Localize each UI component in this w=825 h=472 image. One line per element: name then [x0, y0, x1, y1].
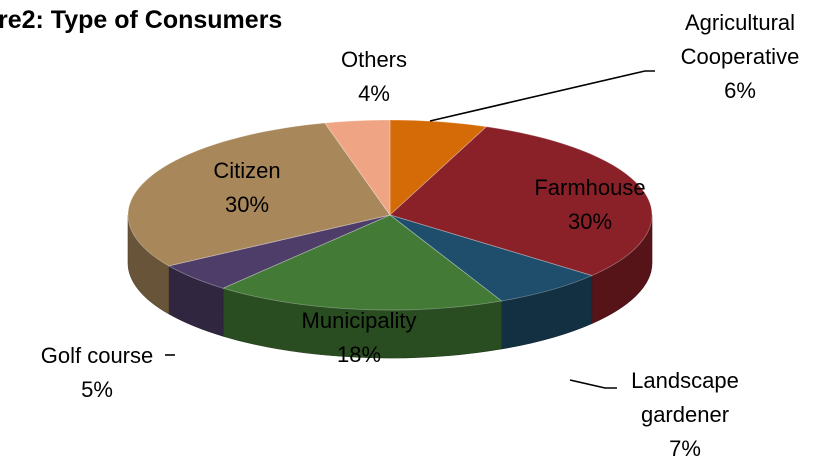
chart-title: re2: Type of Consumers: [0, 6, 282, 34]
pie-slice: [127, 122, 391, 267]
slice-name-label: Agricultural: [685, 10, 795, 35]
slice-percent-label: 30%: [225, 192, 269, 217]
slice-labels: Agricultural Cooperative 6% Farmhouse 30% Lan…: [41, 10, 800, 461]
leader-line: [569, 379, 617, 389]
pie-sides: [127, 214, 653, 359]
pie-slice: [389, 119, 488, 216]
slice-name-label: Municipality: [302, 308, 417, 333]
slice-name-label: gardener: [641, 402, 729, 427]
leader-lines: [165, 70, 655, 389]
pie-slice: [389, 214, 594, 302]
slice-name-label: Landscape: [631, 368, 739, 393]
slice-name-label: Cooperative: [681, 44, 800, 69]
pie-slices: [127, 119, 653, 311]
slice-name-label: Citizen: [213, 158, 280, 183]
slice-percent-label: 5%: [81, 377, 113, 402]
slice-percent-label: 4%: [358, 81, 390, 106]
pie-slice: [167, 214, 391, 289]
slice-percent-label: 30%: [568, 209, 612, 234]
slice-name-label: Golf course: [41, 343, 154, 368]
slice-name-label: Others: [341, 47, 407, 72]
slice-name-label: Farmhouse: [534, 175, 645, 200]
pie-slice: [389, 126, 653, 276]
slice-percent-label: 7%: [669, 436, 701, 461]
slice-percent-label: 6%: [724, 78, 756, 103]
pie-slice: [221, 214, 503, 311]
pie-slice: [324, 119, 391, 217]
slice-percent-label: 18%: [337, 342, 381, 367]
leader-line: [429, 70, 655, 122]
